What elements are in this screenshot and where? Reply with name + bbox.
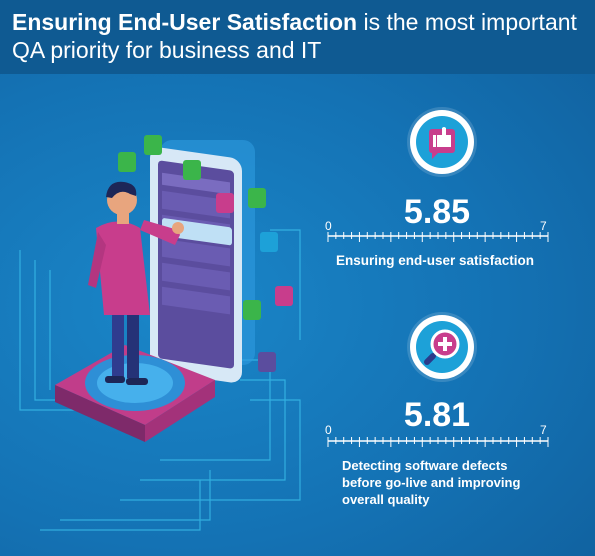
scale-max-2: 7 xyxy=(540,423,547,437)
score-scale-2 xyxy=(327,437,549,447)
score-scale-1 xyxy=(327,232,549,242)
header-bar: Ensuring End-User Satisfaction is the mo… xyxy=(0,0,595,74)
title-bold: Ensuring End-User Satisfaction xyxy=(12,9,358,35)
scale-max-1: 7 xyxy=(540,219,547,233)
page-title: Ensuring End-User Satisfaction is the mo… xyxy=(12,8,587,64)
metric-label-2: Detecting software defects before go-liv… xyxy=(342,457,520,508)
metric-value-1: 5.85 xyxy=(403,193,471,231)
metric-label-2-line-2: before go-live and improving xyxy=(342,475,521,490)
magnifier-plus-icon xyxy=(410,315,474,379)
title-rest: is the most important QA priority for bu… xyxy=(12,9,577,63)
thumbs-up-icon xyxy=(410,110,474,174)
scale-min-2: 0 xyxy=(325,423,332,437)
metric-label-1: Ensuring end-user satisfaction xyxy=(336,253,535,268)
metric-label-2-line-3: overall quality xyxy=(342,492,430,507)
person-with-phone-illustration xyxy=(19,135,301,531)
metric-label-2-line-1: Detecting software defects xyxy=(342,458,508,473)
scale-min-1: 0 xyxy=(325,219,332,233)
metric-value-2: 5.81 xyxy=(403,396,471,434)
